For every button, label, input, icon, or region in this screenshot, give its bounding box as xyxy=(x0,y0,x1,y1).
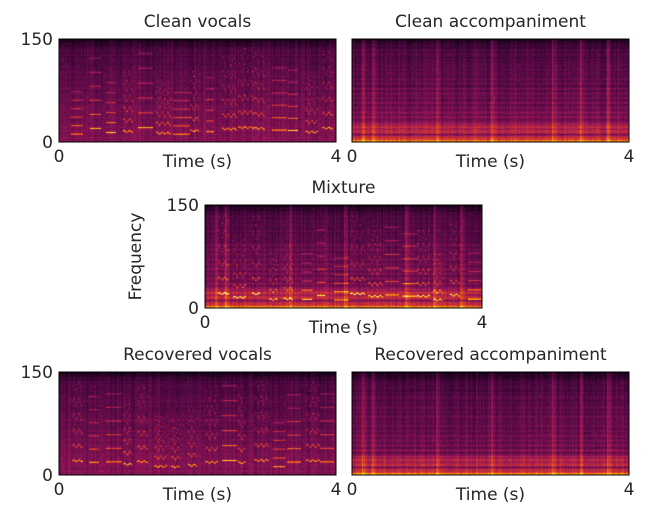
x-axis-label: Time (s) xyxy=(455,485,525,505)
spectrogram-image xyxy=(352,39,629,142)
x-tick-label: 0 xyxy=(54,480,65,500)
panel-title: Recovered vocals xyxy=(123,345,272,365)
x-tick-label: 0 xyxy=(54,147,65,167)
panel-1: Clean vocals 0 4 Time (s) 0 150 xyxy=(21,12,342,172)
y-tick-label: 0 xyxy=(42,133,53,153)
spectrogram-image xyxy=(205,205,482,308)
x-axis-label: Time (s) xyxy=(308,318,378,338)
y-tick-label: 150 xyxy=(21,30,53,50)
panel-2: Clean accompaniment 0 4 Time (s) xyxy=(347,12,635,172)
x-axis-label: Time (s) xyxy=(455,152,525,172)
panel-4: Recovered vocals 0 4 Time (s) 0 150 xyxy=(21,345,342,505)
spectrogram-image xyxy=(59,372,336,475)
panel-title: Recovered accompaniment xyxy=(374,345,607,365)
panel-5: Recovered accompaniment 0 4 Time (s) xyxy=(347,345,635,505)
panel-3: Mixture 0 4 Time (s) 0 150 Frequency xyxy=(126,178,487,338)
plot-frame xyxy=(351,38,630,143)
x-tick-label: 0 xyxy=(347,147,358,167)
y-tick-label: 0 xyxy=(42,466,53,486)
spectrogram-image xyxy=(352,372,629,475)
plot-frame xyxy=(58,38,337,143)
x-tick-label: 4 xyxy=(331,147,342,167)
x-tick-label: 0 xyxy=(347,480,358,500)
plot-frame xyxy=(58,371,337,476)
x-tick-label: 4 xyxy=(624,480,635,500)
x-tick-label: 4 xyxy=(624,147,635,167)
y-tick-label: 150 xyxy=(21,363,53,383)
x-axis-label: Time (s) xyxy=(162,485,232,505)
x-tick-label: 4 xyxy=(477,313,488,333)
x-tick-label: 0 xyxy=(200,313,211,333)
spectrogram-image xyxy=(59,39,336,142)
plot-frame xyxy=(351,371,630,476)
y-axis-label: Frequency xyxy=(126,213,146,301)
y-tick-label: 0 xyxy=(188,299,199,319)
y-tick-label: 150 xyxy=(167,196,199,216)
panel-title: Clean accompaniment xyxy=(395,12,586,32)
plot-frame xyxy=(204,204,483,309)
x-tick-label: 4 xyxy=(331,480,342,500)
x-axis-label: Time (s) xyxy=(162,152,232,172)
panel-title: Clean vocals xyxy=(144,12,252,32)
panel-title: Mixture xyxy=(312,178,376,198)
